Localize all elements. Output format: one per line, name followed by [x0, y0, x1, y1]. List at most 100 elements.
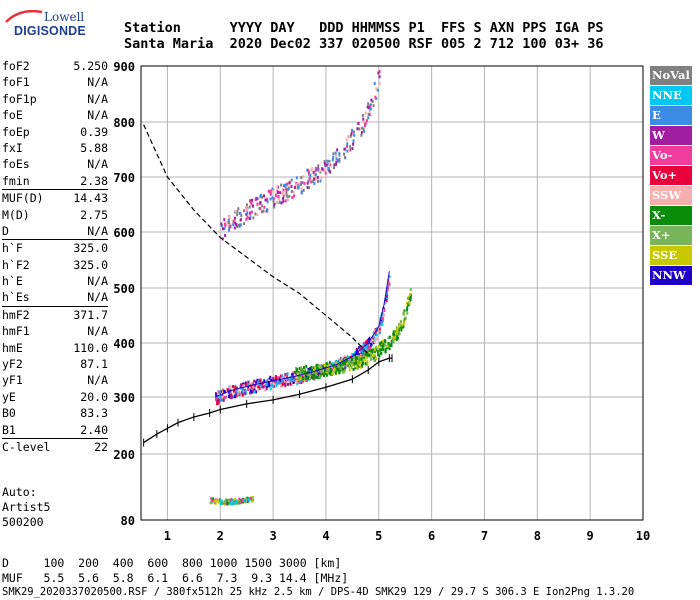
echo-point: [230, 396, 233, 400]
param-value: N/A: [87, 373, 108, 388]
echo-point: [289, 378, 292, 382]
echo-point: [263, 382, 266, 386]
echo-point: [240, 389, 243, 393]
echo-point: [323, 160, 326, 164]
echo-point: [381, 348, 384, 352]
echo-point: [387, 336, 390, 340]
echo-point: [330, 369, 333, 373]
echo-point: [344, 361, 347, 365]
x-tick-label: 2: [217, 529, 224, 543]
echo-point: [228, 501, 231, 505]
echo-point: [238, 393, 241, 397]
echo-point: [240, 214, 243, 218]
echo-point: [365, 345, 368, 349]
echo-point: [286, 372, 289, 376]
echo-point: [232, 501, 235, 505]
echo-point: [297, 376, 300, 380]
echo-point: [343, 147, 346, 151]
echo-point: [402, 318, 405, 322]
footer-muf-row: MUF 5.5 5.6 5.8 6.1 6.6 7.3 9.3 14.4 [MH…: [2, 570, 349, 585]
echo-point: [260, 210, 263, 214]
echo-point: [337, 363, 340, 367]
echo-point: [275, 376, 278, 380]
echo-point: [290, 178, 293, 182]
param-row: foE N/A: [2, 107, 108, 123]
echo-point: [225, 387, 228, 391]
legend-entry: Vo-: [650, 146, 692, 165]
echo-point: [278, 376, 281, 380]
echo-point: [217, 500, 220, 504]
param-row: fxI 5.88: [2, 140, 108, 156]
footer-file-info: SMK29_2020337020500.RSF / 380fx512h 25 k…: [2, 586, 635, 598]
echo-point: [361, 361, 364, 365]
echo-point: [288, 181, 291, 185]
echo-point: [352, 130, 355, 134]
echo-point: [242, 387, 245, 391]
echo-point: [251, 499, 254, 503]
echo-point: [402, 325, 405, 329]
param-name: h`F: [2, 241, 23, 256]
echo-point: [307, 168, 310, 172]
echo-point: [242, 384, 245, 388]
echo-point: [319, 373, 322, 377]
echo-point: [234, 385, 237, 389]
echo-point: [314, 173, 317, 177]
echo-point: [258, 387, 261, 391]
echo-point: [286, 198, 289, 202]
echo-point: [356, 366, 359, 370]
echo-point: [229, 223, 232, 227]
echo-point: [352, 360, 355, 364]
echo-point: [392, 330, 395, 334]
echo-point: [249, 391, 252, 395]
echo-point: [247, 497, 250, 501]
param-value: N/A: [87, 157, 108, 172]
echo-point: [306, 181, 309, 185]
echo-point: [222, 227, 225, 231]
echo-point: [289, 382, 292, 386]
x-tick-label: 9: [587, 529, 594, 543]
echo-point: [332, 152, 335, 156]
echo-point: [276, 185, 279, 189]
echo-point: [257, 388, 260, 392]
echo-point: [248, 217, 251, 221]
echo-point: [276, 376, 279, 380]
echo-point: [264, 198, 267, 202]
echo-point: [223, 396, 226, 400]
echo-point: [358, 346, 361, 350]
echo-point: [339, 360, 342, 364]
echo-point: [368, 349, 371, 353]
legend-entry: Vo+: [650, 166, 692, 185]
echo-point: [345, 138, 348, 142]
echo-point: [359, 347, 362, 351]
echo-point: [220, 222, 223, 226]
footer: D 100 200 400 600 800 1000 1500 3000 [km…: [2, 556, 634, 600]
echo-point: [402, 311, 405, 315]
echo-point: [335, 160, 338, 164]
echo-point: [408, 301, 411, 305]
echo-point: [374, 345, 377, 349]
echo-point: [230, 502, 233, 506]
echo-point: [270, 381, 273, 385]
echo-point: [227, 221, 230, 225]
echo-point: [272, 384, 275, 388]
echo-point: [339, 362, 342, 366]
echo-point: [277, 195, 280, 199]
param-value: 2.38: [80, 173, 108, 188]
echo-point: [303, 181, 306, 185]
echo-point: [308, 186, 311, 190]
echo-point: [316, 365, 319, 369]
echo-point: [362, 354, 365, 358]
echo-point: [312, 170, 315, 174]
echo-point: [341, 360, 344, 364]
param-value: N/A: [87, 290, 108, 305]
footer-distance-row: D 100 200 400 600 800 1000 1500 3000 [km…: [2, 556, 342, 570]
echo-point: [367, 102, 370, 106]
echo-point: [301, 367, 304, 371]
echo-point: [244, 500, 247, 504]
x-tick-label: 3: [269, 529, 276, 543]
echo-point: [223, 218, 226, 222]
param-value: 2.40: [80, 422, 108, 437]
echo-point: [311, 374, 314, 378]
echo-point: [400, 325, 403, 329]
echo-point: [375, 356, 378, 360]
